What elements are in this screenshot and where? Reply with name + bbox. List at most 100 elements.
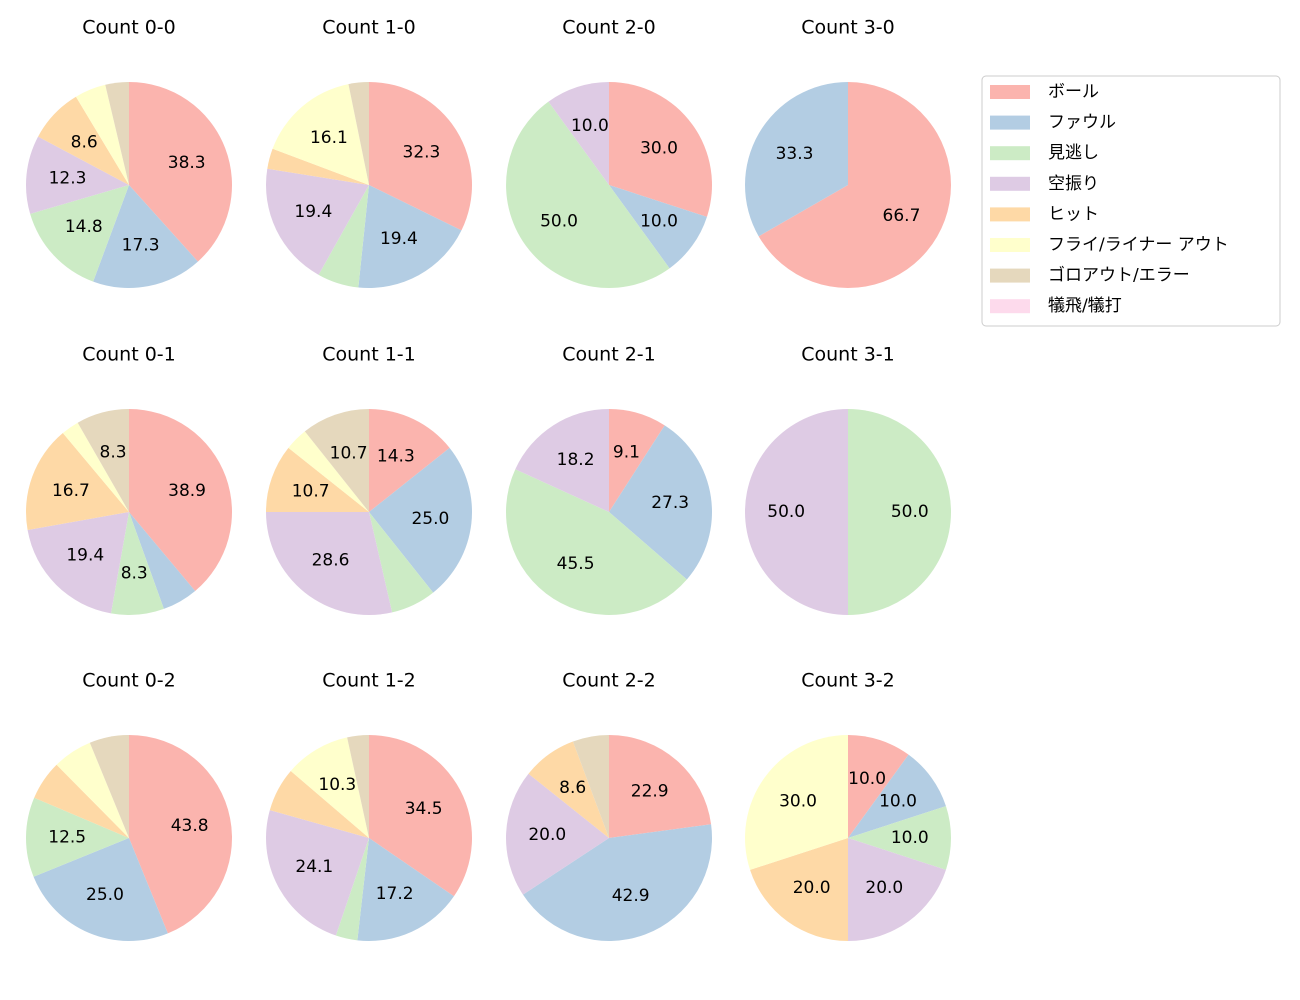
slice-label: 33.3: [776, 144, 814, 164]
slice-label: 19.4: [380, 229, 418, 249]
slice-label: 16.1: [310, 128, 348, 148]
legend-swatch: [990, 85, 1030, 99]
pie-slice: [56, 742, 130, 838]
slice-label: 12.5: [48, 828, 86, 848]
slice-label: 27.3: [651, 493, 689, 513]
pie-slice: [272, 84, 369, 185]
slice-label: 17.2: [376, 884, 414, 904]
pie-slice: [347, 735, 369, 838]
slice-label: 38.9: [168, 481, 206, 501]
pie-slice: [609, 185, 707, 269]
legend-label: ヒット: [1048, 204, 1099, 224]
pie-title: Count 0-2: [82, 670, 176, 692]
pie-title: Count 0-1: [82, 344, 176, 366]
pie-slice: [304, 409, 369, 512]
legend-box: [981, 75, 1281, 327]
pie-slice: [34, 764, 130, 838]
pie-slice: [266, 512, 393, 615]
slice-label: 34.5: [405, 799, 443, 819]
slice-label: 8.3: [121, 564, 148, 584]
pie-slice: [25, 433, 130, 531]
pie-slice: [105, 82, 129, 185]
pie-slice: [758, 82, 952, 289]
pie-slice: [369, 409, 450, 512]
slice-label: 38.3: [168, 153, 206, 173]
pie-title: Count 2-0: [562, 17, 656, 39]
slice-label: 24.1: [295, 857, 333, 877]
pie-title: Count 0-0: [82, 17, 176, 39]
slice-label: 9.1: [613, 443, 640, 463]
pie-slice: [515, 409, 609, 512]
slice-label: 10.0: [879, 792, 917, 812]
legend-swatch: [990, 176, 1030, 191]
pie-slice: [572, 735, 609, 838]
pie-slice: [77, 409, 129, 512]
pie-slice: [548, 82, 609, 185]
legend-label: フライ/ライナー アウト: [1048, 235, 1229, 255]
pie-slice: [129, 512, 196, 609]
pie-slice: [129, 409, 233, 591]
legend-label: ファウル: [1048, 113, 1116, 133]
pie-slice: [25, 797, 129, 877]
slice-label: 25.0: [86, 885, 124, 905]
slice-label: 12.3: [49, 169, 87, 189]
pie-slice: [129, 735, 232, 934]
slice-label: 50.0: [767, 502, 805, 522]
pie-slice: [318, 185, 369, 288]
pie-slice: [848, 409, 951, 615]
pie-title: Count 3-0: [801, 17, 895, 39]
legend-label: ゴロアウト/エラー: [1048, 265, 1190, 286]
slice-label: 45.5: [557, 554, 595, 574]
slice-label: 66.7: [883, 206, 921, 226]
slice-label: 43.8: [171, 816, 209, 836]
pie-slice: [89, 735, 129, 838]
legend-swatch: [990, 299, 1030, 314]
pie-title: Count 3-2: [801, 670, 895, 692]
pie-slice: [266, 447, 369, 512]
slice-label: 28.6: [312, 550, 350, 570]
slice-label: 50.0: [891, 502, 929, 522]
slice-label: 25.0: [411, 509, 449, 529]
pie-slice: [848, 838, 946, 941]
pie-slice: [506, 101, 670, 288]
pie-slice: [369, 735, 473, 897]
pie-slice: [110, 512, 164, 615]
slice-label: 50.0: [540, 211, 578, 231]
pie-slice: [358, 185, 462, 289]
legend-label: 空振り: [1048, 174, 1099, 194]
slice-label: 20.0: [528, 825, 566, 845]
legend-label: 犠飛/犠打: [1048, 296, 1122, 316]
legend-label: ボール: [1048, 82, 1099, 102]
pie-slice: [348, 82, 369, 185]
pie-slice: [288, 431, 369, 512]
pie-slice: [75, 84, 129, 185]
legend-swatch: [990, 115, 1030, 130]
slice-label: 42.9: [612, 886, 650, 906]
pie-slice: [129, 82, 232, 262]
slice-label: 32.3: [403, 142, 441, 162]
pie-title: Count 2-2: [562, 670, 656, 692]
slice-label: 30.0: [779, 792, 817, 812]
slice-label: 19.4: [294, 202, 332, 222]
pie-slice: [93, 185, 198, 288]
slice-label: 10.3: [318, 775, 356, 795]
pie-slice: [528, 741, 609, 838]
legend-swatch: [990, 268, 1030, 283]
pie-title: Count 2-1: [562, 344, 656, 366]
pie-slice: [25, 136, 129, 214]
pie-slice: [266, 168, 369, 275]
slice-label: 10.7: [330, 444, 368, 464]
pie-slice: [369, 82, 472, 231]
pie-slice: [750, 838, 848, 941]
pie-title: Count 1-2: [322, 670, 416, 692]
slice-label: 30.0: [640, 139, 678, 159]
slice-label: 18.2: [557, 450, 595, 470]
pie-slice: [33, 838, 168, 942]
pie-slice: [848, 735, 909, 838]
pie-slice: [62, 422, 129, 512]
pie-slice: [506, 773, 609, 895]
legend-swatch: [990, 207, 1030, 222]
slice-label: 8.6: [71, 132, 98, 152]
pie-title: Count 1-0: [322, 17, 416, 39]
pie-slice: [290, 737, 369, 838]
